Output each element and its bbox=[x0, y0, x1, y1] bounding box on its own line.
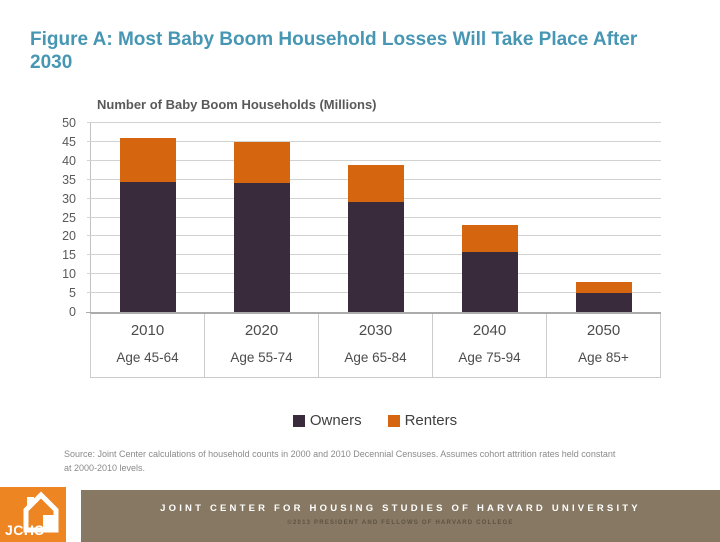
y-tick-label-5: 5 bbox=[69, 286, 76, 301]
x-category-2040: 2040 Age 75-94 bbox=[433, 314, 547, 377]
x-category-age-2050: Age 85+ bbox=[578, 350, 629, 365]
stacked-bar-2050 bbox=[576, 281, 632, 312]
bar-slot-2050 bbox=[547, 123, 661, 312]
gridline-45 bbox=[87, 140, 661, 142]
legend-label-renters: Renters bbox=[404, 412, 458, 429]
y-tick-label-25: 25 bbox=[62, 210, 76, 225]
chart-title: Number of Baby Boom Households (Millions… bbox=[97, 97, 377, 112]
gridline-50 bbox=[87, 122, 661, 123]
stacked-bar-2030 bbox=[348, 164, 404, 312]
chart-legend: Owners Renters bbox=[90, 412, 660, 429]
legend-swatch-renters bbox=[387, 414, 400, 427]
x-category-year-2050: 2050 bbox=[586, 322, 621, 339]
bar-segment-2040-owners bbox=[462, 251, 518, 312]
footer-copyright: ©2013 PRESIDENT AND FELLOWS OF HARVARD C… bbox=[287, 520, 514, 526]
x-category-age-2020: Age 55-74 bbox=[230, 350, 293, 365]
y-tick-label-10: 10 bbox=[62, 267, 76, 282]
y-tick-label-40: 40 bbox=[62, 153, 76, 168]
x-category-2050: 2050 Age 85+ bbox=[547, 314, 661, 377]
bar-segment-2010-renters bbox=[120, 138, 176, 182]
source-note: Source: Joint Center calculations of hou… bbox=[64, 449, 616, 473]
legend-item-owners: Owners bbox=[292, 412, 362, 429]
x-category-2030: 2030 Age 65-84 bbox=[319, 314, 433, 377]
y-tick-label-45: 45 bbox=[62, 134, 76, 149]
x-category-year-2010: 2010 bbox=[130, 322, 165, 339]
y-tick-label-35: 35 bbox=[62, 172, 76, 187]
bar-segment-2030-renters bbox=[348, 164, 404, 203]
y-axis-labels: 0 5 10 15 20 25 30 35 40 45 50 bbox=[50, 116, 84, 319]
bar-segment-2020-renters bbox=[234, 141, 290, 184]
axis-tick-0 bbox=[86, 312, 91, 313]
x-category-year-2020: 2020 bbox=[244, 322, 279, 339]
footer-bar: JOINT CENTER FOR HOUSING STUDIES OF HARV… bbox=[81, 490, 720, 542]
bar-slot-2020 bbox=[205, 123, 319, 312]
y-tick-label-20: 20 bbox=[62, 229, 76, 244]
bar-segment-2020-owners bbox=[234, 183, 290, 312]
jchs-logo-text: JCHS bbox=[5, 522, 45, 538]
slide-title: Figure A: Most Baby Boom Household Losse… bbox=[30, 29, 638, 74]
stacked-bar-2040 bbox=[462, 225, 518, 312]
plot-area bbox=[86, 122, 661, 314]
bar-slot-2030 bbox=[319, 123, 433, 312]
stacked-bar-2010 bbox=[120, 138, 176, 312]
bar-slot-2040 bbox=[433, 123, 547, 312]
x-category-age-2010: Age 45-64 bbox=[116, 350, 179, 365]
bar-segment-2010-owners bbox=[120, 181, 176, 312]
x-axis-labels: 2010 Age 45-64 2020 Age 55-74 2030 Age 65-84 2… bbox=[90, 314, 661, 378]
stacked-bar-2020 bbox=[234, 141, 290, 312]
gridline-40 bbox=[87, 159, 661, 161]
y-tick-label-0: 0 bbox=[69, 305, 76, 319]
y-tick-label-50: 50 bbox=[62, 116, 76, 130]
x-category-year-2030: 2030 bbox=[358, 322, 393, 339]
jchs-logo: JCHS bbox=[0, 487, 66, 542]
bar-segment-2040-renters bbox=[462, 225, 518, 252]
legend-swatch-owners bbox=[292, 414, 305, 427]
x-category-year-2040: 2040 bbox=[472, 322, 507, 339]
bar-segment-2050-renters bbox=[576, 281, 632, 294]
x-category-2020: 2020 Age 55-74 bbox=[205, 314, 319, 377]
legend-item-renters: Renters bbox=[387, 412, 458, 429]
bar-segment-2050-owners bbox=[576, 293, 632, 312]
y-tick-label-15: 15 bbox=[62, 248, 76, 263]
bar-segment-2030-owners bbox=[348, 202, 404, 312]
bar-slot-2010 bbox=[91, 123, 205, 312]
x-category-2010: 2010 Age 45-64 bbox=[91, 314, 205, 377]
x-category-age-2030: Age 65-84 bbox=[344, 350, 407, 365]
x-category-age-2040: Age 75-94 bbox=[458, 350, 521, 365]
legend-label-owners: Owners bbox=[309, 412, 362, 429]
footer-org-name: JOINT CENTER FOR HOUSING STUDIES OF HARV… bbox=[160, 503, 641, 514]
house-icon bbox=[19, 490, 63, 539]
y-tick-label-30: 30 bbox=[62, 191, 76, 206]
